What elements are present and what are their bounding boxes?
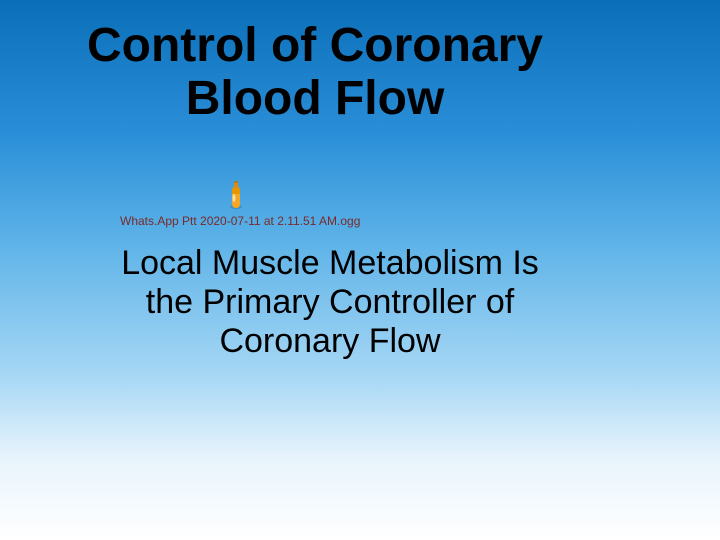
audio-file-icon	[224, 180, 248, 210]
slide-title: Control of Coronary Blood Flow	[70, 20, 560, 126]
attachment-caption: Whats.App Ptt 2020-07-11 at 2.11.51 AM.o…	[120, 214, 360, 228]
slide: Control of Coronary Blood Flow Whats.App…	[0, 0, 720, 540]
slide-subtitle: Local Muscle Metabolism Is the Primary C…	[100, 244, 560, 361]
